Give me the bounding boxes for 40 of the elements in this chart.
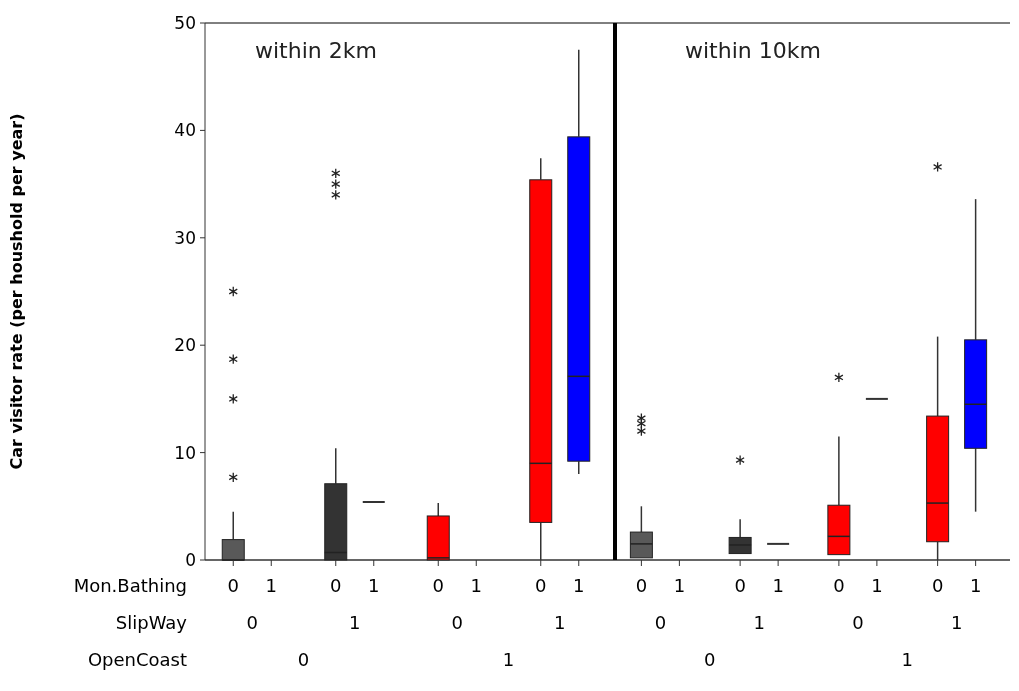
x-tick-label: 0 xyxy=(734,575,746,596)
y-tick-label: 10 xyxy=(174,442,196,463)
x-tick-label: 0 xyxy=(535,575,547,596)
x-tick-label: 1 xyxy=(673,575,686,596)
x-tick-label: 0 xyxy=(227,575,239,596)
y-tick-label: 30 xyxy=(174,227,196,248)
x-tick-label: 0 xyxy=(833,575,845,596)
x-tick-label: 0 xyxy=(635,575,648,596)
x-tick-label: 0 xyxy=(931,575,944,596)
text: 1 xyxy=(950,612,963,633)
x-tick-label: 1 xyxy=(772,575,784,596)
text: 0 xyxy=(654,612,667,633)
text: 1 xyxy=(901,649,913,670)
text: 0 xyxy=(852,612,864,633)
text: within 2km xyxy=(255,38,377,63)
x-tick-label: 1 xyxy=(470,575,482,596)
x-tick-label: 0 xyxy=(432,575,444,596)
text: 0 xyxy=(704,649,716,670)
y-tick-label: 50 xyxy=(174,12,196,33)
text: 1 xyxy=(753,612,765,633)
text: within 10km xyxy=(685,38,821,63)
text: OpenCoast xyxy=(87,649,187,670)
x-tick-label: 1 xyxy=(573,575,585,596)
x-tick-label: 1 xyxy=(871,575,883,596)
x-tick-label: 1 xyxy=(368,575,380,596)
text: 0 xyxy=(246,612,258,633)
text: 1 xyxy=(554,612,566,633)
x-tick-label: 1 xyxy=(969,575,982,596)
text: SlipWay xyxy=(115,612,188,633)
text: Mon.Bathing xyxy=(73,575,187,596)
y-tick-label: 20 xyxy=(174,335,196,356)
y-tick-label: 0 xyxy=(185,549,196,570)
y-tick-label: 40 xyxy=(174,120,196,141)
x-tick-label: 1 xyxy=(265,575,277,596)
text: 1 xyxy=(502,649,515,670)
text: 1 xyxy=(349,612,361,633)
text: 0 xyxy=(297,649,310,670)
x-tick-label: 0 xyxy=(330,575,342,596)
text: 0 xyxy=(451,612,463,633)
y-axis-title: Car visitor rate (per houshold per year) xyxy=(7,113,26,470)
